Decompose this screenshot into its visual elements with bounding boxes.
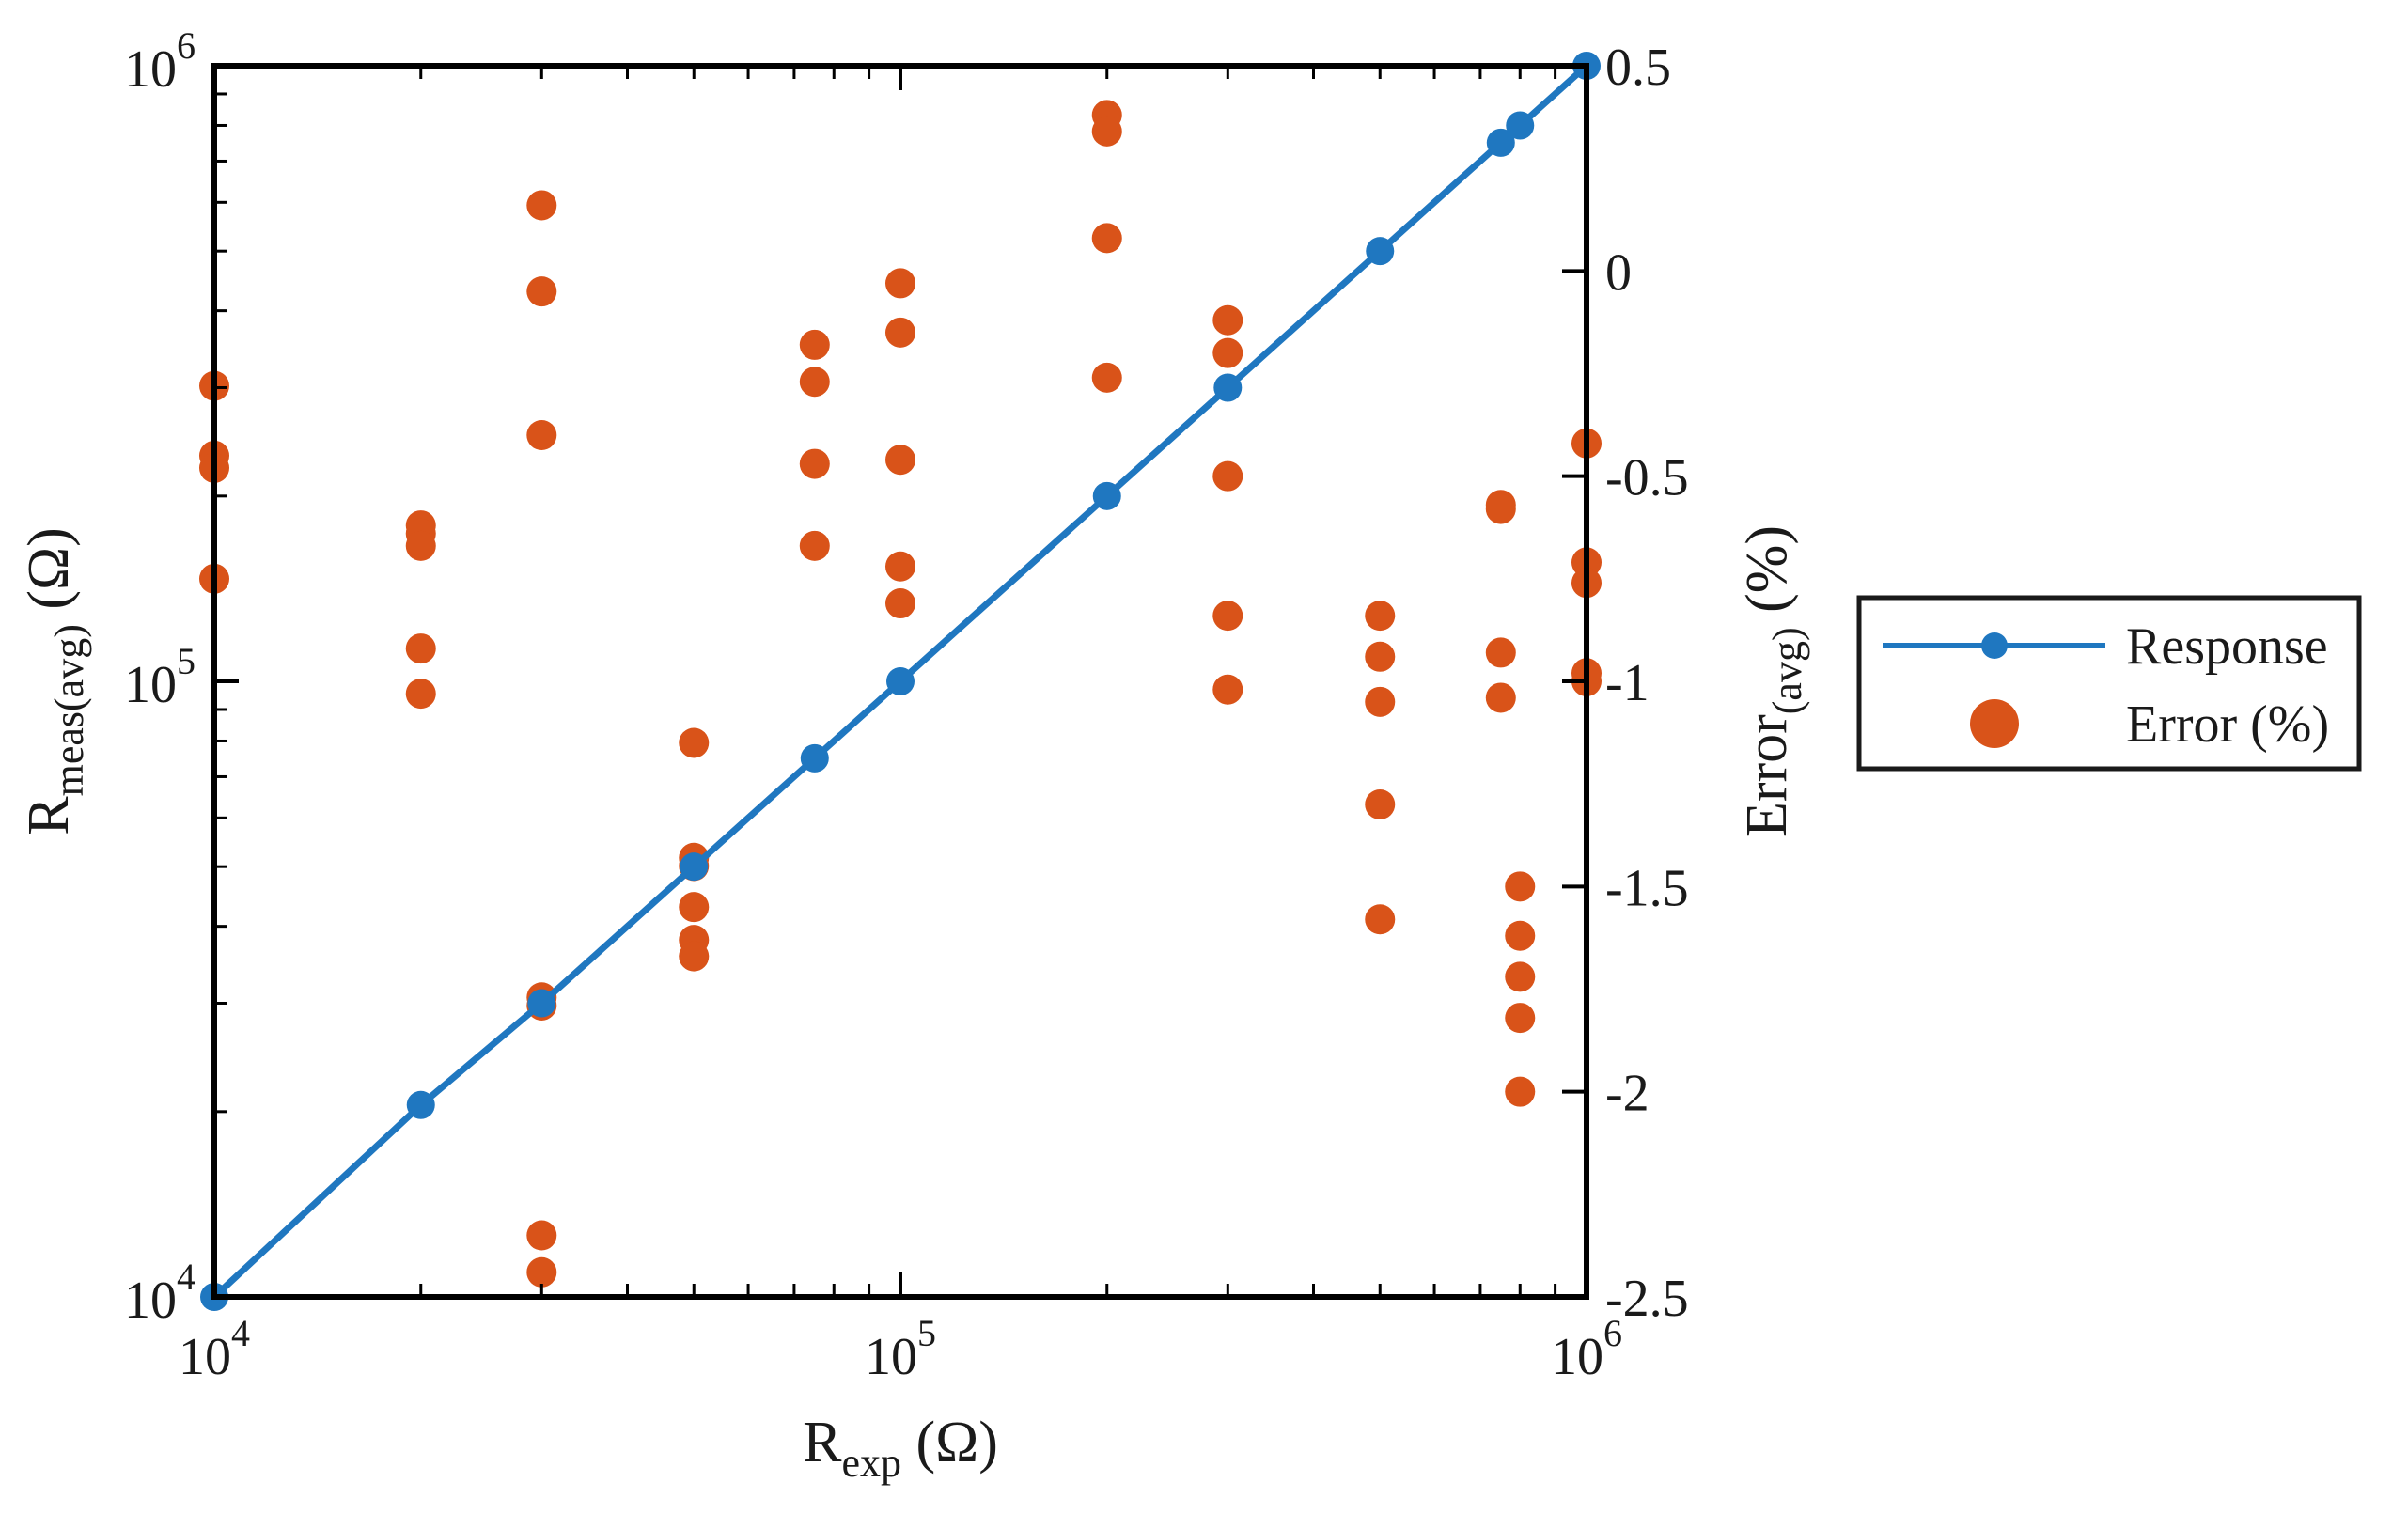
legend-box <box>1856 595 2362 772</box>
y-right-tick-label: -1 <box>1605 654 1650 712</box>
error-point <box>1365 601 1396 632</box>
error-point <box>1212 337 1243 368</box>
y-right-axis-label-unit: (%) <box>1735 525 1799 627</box>
error-point <box>1485 637 1516 668</box>
error-point <box>526 1220 557 1251</box>
error-point <box>1365 789 1396 819</box>
x-tick-label-exp: 5 <box>917 1312 936 1354</box>
response-point <box>1506 111 1535 140</box>
error-point <box>885 317 915 348</box>
y-left-tick-label-exp: 6 <box>177 24 195 67</box>
error-point <box>1091 362 1122 393</box>
y-right-axis-label: Error(avg) (%) <box>1735 525 1810 837</box>
y-right-ticks: -2.5 -2 -1.5 -1 -0.5 0 0.5 <box>1562 39 1689 1328</box>
y-left-axis-label-main: R <box>17 796 81 835</box>
error-point <box>799 329 830 360</box>
error-point <box>1505 1003 1536 1034</box>
error-point <box>1212 674 1243 705</box>
error-point <box>799 530 830 561</box>
error-point <box>1212 304 1243 336</box>
x-axis-label-sub: exp <box>841 1440 901 1486</box>
y-left-axis-label: Rmeas(avg) (Ω) <box>17 527 92 835</box>
y-right-tick-label: 0 <box>1605 243 1632 302</box>
y-right-axis-label-sub: (avg) <box>1764 627 1810 714</box>
response-point <box>680 852 709 882</box>
x-tick-label: 105 <box>865 1312 936 1386</box>
error-point <box>1365 904 1396 935</box>
legend-response-label: Response <box>2126 617 2328 676</box>
error-point <box>1091 223 1122 254</box>
error-point <box>526 190 557 221</box>
error-point <box>885 445 915 476</box>
response-point <box>406 1090 435 1119</box>
response-point <box>800 743 829 773</box>
y-left-axis-label-unit: (Ω) <box>17 527 81 624</box>
error-point <box>1212 601 1243 632</box>
y-right-tick-label: -1.5 <box>1605 859 1689 917</box>
response-point <box>1486 128 1515 157</box>
y-left-tick-label: 106 <box>124 24 195 99</box>
y-left-tick-label-base: 10 <box>124 1272 177 1330</box>
response-point <box>1092 481 1121 510</box>
legend-error-label: Error (%) <box>2126 695 2329 754</box>
legend-error-marker <box>1970 699 2019 748</box>
x-tick-label-exp: 4 <box>231 1312 250 1354</box>
x-ticks: 104 105 106 <box>179 66 1622 1386</box>
error-point <box>405 633 436 664</box>
error-point <box>405 530 436 561</box>
error-point <box>885 551 915 582</box>
x-tick-label: 106 <box>1551 1312 1622 1386</box>
y-left-tick-label-base: 10 <box>124 656 177 714</box>
y-left-tick-label-base: 10 <box>124 40 177 99</box>
y-left-tick-label: 104 <box>124 1256 195 1330</box>
response-point <box>886 667 915 695</box>
error-point <box>526 1256 557 1288</box>
y-right-tick-label: -2 <box>1605 1065 1650 1123</box>
error-point <box>526 420 557 450</box>
response-point <box>527 989 556 1018</box>
y-right-axis-label-main: Error <box>1735 714 1799 837</box>
error-point <box>1505 1076 1536 1107</box>
error-point <box>1505 961 1536 992</box>
error-point <box>1485 493 1516 524</box>
error-point <box>679 727 710 758</box>
y-left-tick-label: 105 <box>124 640 195 714</box>
y-left-tick-label-exp: 4 <box>177 1256 195 1298</box>
error-point <box>1365 686 1396 717</box>
error-point <box>1091 116 1122 147</box>
error-point <box>405 679 436 710</box>
y-right-tick-label: -0.5 <box>1605 449 1689 507</box>
error-point <box>799 367 830 398</box>
x-tick-label-base: 10 <box>179 1328 231 1386</box>
x-axis-label-unit: (Ω) <box>901 1411 998 1475</box>
y-left-tick-label-exp: 5 <box>177 640 195 682</box>
error-point <box>679 941 710 972</box>
error-point <box>1365 641 1396 672</box>
legend: Response Error (%) <box>1856 595 2362 772</box>
x-tick-label-base: 10 <box>1551 1328 1603 1386</box>
x-tick-label: 104 <box>179 1312 250 1386</box>
error-point <box>679 892 710 923</box>
error-point <box>799 448 830 479</box>
y-left-axis-label-sub: meas(avg) <box>46 624 92 796</box>
y-right-tick-label: -2.5 <box>1605 1270 1689 1328</box>
response-point <box>1213 373 1243 402</box>
x-axis-label-main: R <box>803 1411 842 1475</box>
response-point <box>1366 237 1395 266</box>
error-point <box>1505 871 1536 902</box>
error-point <box>1505 920 1536 951</box>
plot-content <box>199 52 1602 1311</box>
error-point <box>1212 460 1243 492</box>
error-point <box>526 276 557 307</box>
x-tick-label-base: 10 <box>865 1328 917 1386</box>
y-right-tick-label: 0.5 <box>1605 39 1671 97</box>
error-point <box>885 268 915 299</box>
legend-response-marker <box>1981 632 2008 659</box>
x-tick-label-exp: 6 <box>1603 1312 1622 1354</box>
error-point <box>1485 682 1516 713</box>
error-point <box>885 588 915 619</box>
x-axis-label: Rexp (Ω) <box>803 1411 998 1486</box>
